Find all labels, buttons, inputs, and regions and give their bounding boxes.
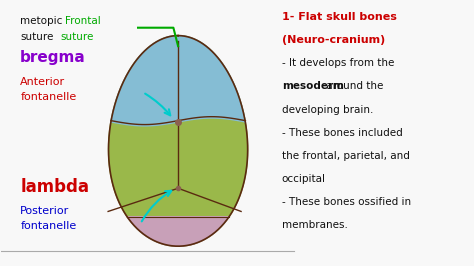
Text: Frontal: Frontal — [65, 16, 101, 26]
Text: suture: suture — [20, 32, 54, 42]
Polygon shape — [109, 36, 248, 246]
Text: membranes.: membranes. — [282, 221, 347, 230]
Text: - It develops from the: - It develops from the — [282, 58, 394, 68]
Text: fontanelle: fontanelle — [20, 93, 76, 102]
Text: lambda: lambda — [20, 178, 89, 196]
Polygon shape — [111, 36, 246, 126]
Text: - These bones ossified in: - These bones ossified in — [282, 197, 411, 207]
Text: (Neuro-cranium): (Neuro-cranium) — [282, 35, 385, 45]
Text: Anterior: Anterior — [20, 77, 65, 87]
Text: occipital: occipital — [282, 174, 326, 184]
Text: bregma: bregma — [20, 51, 86, 65]
Text: metopic: metopic — [20, 16, 66, 26]
Text: suture: suture — [60, 32, 94, 42]
Text: the frontal, parietal, and: the frontal, parietal, and — [282, 151, 410, 161]
Text: mesoderm: mesoderm — [282, 81, 344, 92]
Text: fontanelle: fontanelle — [20, 221, 76, 231]
Text: developing brain.: developing brain. — [282, 105, 373, 115]
Text: 1- Flat skull bones: 1- Flat skull bones — [282, 12, 397, 22]
Text: around the: around the — [323, 81, 383, 92]
Text: - These bones included: - These bones included — [282, 128, 402, 138]
Text: Posterior: Posterior — [20, 206, 70, 216]
Polygon shape — [127, 216, 229, 246]
